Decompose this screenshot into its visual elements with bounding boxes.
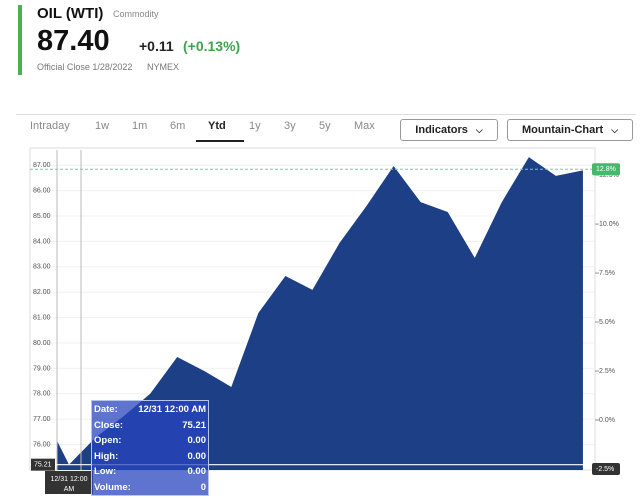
tooltip-key: High: [94, 450, 119, 462]
tab[interactable]: Max [354, 120, 375, 132]
tab[interactable]: Intraday [30, 120, 70, 132]
x-tag-label: 12/31 12:00 AM [51, 476, 88, 493]
y-tick-label: 84.00 [33, 238, 51, 245]
tooltip: Date: 12/31 12:00 AM Close: 75.21 Open: 0.00 H… [91, 400, 209, 496]
tooltip-value: 0.00 [187, 450, 207, 462]
chart-type-button[interactable]: Mountain-Chart ⌵ [507, 119, 633, 141]
change: +0.11 [139, 38, 174, 54]
tooltip-value: 0.00 [187, 466, 207, 477]
y-tag [31, 458, 55, 471]
y2-tag [592, 163, 620, 176]
y-tag-label: 75.21 [34, 462, 52, 469]
button-label: Mountain-Chart [521, 124, 604, 136]
tooltip-value: 0.00 [187, 435, 207, 446]
x-tag [45, 471, 93, 494]
tab-underline [196, 140, 244, 142]
y-tick-label: 82.00 [33, 289, 51, 296]
button-label: Indicators [415, 124, 468, 136]
tab[interactable]: 3y [284, 120, 296, 132]
tab[interactable]: 1y [249, 120, 261, 132]
y-tick-label: 80.00 [33, 340, 51, 347]
tooltip-row: High: 0.00 [94, 451, 206, 462]
tab[interactable]: 5y [319, 120, 331, 132]
price: 87.40 [37, 25, 110, 57]
tab[interactable]: 1w [95, 120, 110, 132]
close-note: Official Close 1/28/2022 [37, 62, 133, 72]
y-tick-label: 79.00 [33, 365, 51, 372]
y-tick-label: 87.00 [33, 162, 51, 169]
area [57, 157, 583, 470]
y-tick-label: 86.00 [33, 187, 51, 194]
tooltip-row: Open: 0.00 [94, 435, 206, 446]
title: OIL (WTI) [37, 5, 104, 22]
tooltip-value: 0 [200, 481, 206, 493]
y2-tag [592, 463, 620, 476]
tooltip-value: 12/31 12:00 AM [138, 404, 206, 415]
y-tick-label: 77.00 [33, 416, 51, 423]
y2-tick-label: 2.5% [599, 368, 615, 375]
indicators-button[interactable]: Indicators ⌵ [400, 119, 498, 141]
y2-tag-label: 12.8% [596, 166, 616, 173]
divider [16, 114, 636, 115]
tooltip-key: Close: [94, 419, 124, 431]
exchange: NYMEX [147, 62, 180, 72]
tooltip-key: Low: [94, 466, 117, 477]
tooltip-row: Date: 12/31 12:00 AM [94, 404, 206, 415]
tab[interactable]: Ytd [208, 120, 226, 132]
tooltip-row: Close: 75.21 [94, 420, 206, 431]
y2-tick-label: 10.0% [599, 221, 619, 228]
y-tick-label: 85.00 [33, 213, 51, 220]
tab[interactable]: 1m [132, 120, 148, 132]
y2-tick-label: 7.5% [599, 270, 615, 277]
y2-tick-label: 0.0% [599, 417, 615, 424]
tooltip-key: Open: [94, 435, 122, 446]
tooltip-row: Low: 0.00 [94, 466, 206, 477]
subtitle: Commodity [113, 9, 159, 19]
change-pct: (+0.13%) [183, 38, 241, 54]
tooltip-key: Volume: [94, 481, 131, 493]
tooltip-row: Volume: 0 [94, 482, 206, 493]
y2-tick-label: 5.0% [599, 319, 615, 326]
y-tick-label: 81.00 [33, 314, 51, 321]
y2-tag-label: -2.5% [596, 466, 614, 473]
tooltip-value: 75.21 [182, 419, 206, 431]
y-tick-label: 83.00 [33, 264, 51, 271]
accent-bar [18, 5, 22, 75]
y-tick-label: 76.00 [33, 441, 51, 448]
tab[interactable]: 6m [170, 120, 186, 132]
y2-tick-label: 12.5% [599, 172, 619, 179]
y-tick-label: 78.00 [33, 391, 51, 398]
tooltip-key: Date: [94, 404, 118, 415]
